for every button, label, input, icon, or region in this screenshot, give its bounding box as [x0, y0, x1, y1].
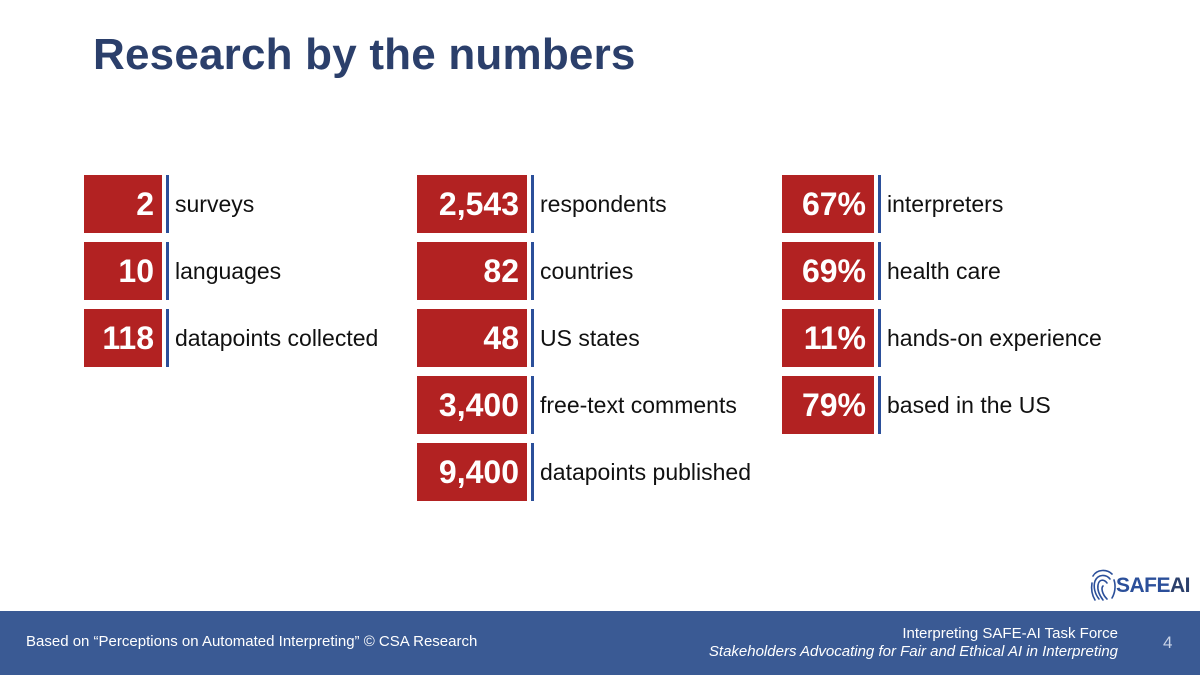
stat-label: US states [540, 324, 640, 351]
stat-value: 82 [417, 242, 527, 300]
stat-label: datapoints collected [175, 324, 379, 351]
logo-wordmark-safe: SAFE [1116, 574, 1171, 597]
stat-label: free-text comments [540, 391, 737, 418]
page-number: 4 [1163, 633, 1173, 652]
stat-divider [878, 175, 881, 233]
stat-divider [878, 309, 881, 367]
stat-value: 48 [417, 309, 527, 367]
stat-value: 69% [782, 242, 874, 300]
stat-item: 48 US states [417, 309, 751, 367]
logo-wordmark-ai: AI [1170, 574, 1191, 597]
stat-value: 67% [782, 175, 874, 233]
stat-item: 2,543 respondents [417, 175, 751, 233]
footer-bar: Based on “Perceptions on Automated Inter… [0, 611, 1200, 675]
stat-label: hands-on experience [887, 324, 1102, 351]
stat-divider [878, 242, 881, 300]
stat-value: 11% [782, 309, 874, 367]
stat-value: 118 [84, 309, 162, 367]
stats-column-1: 2 surveys 10 languages 118 datapoints co… [84, 175, 378, 376]
footer-organization: Interpreting SAFE-AI Task Force Stakehol… [709, 625, 1118, 661]
stat-divider [531, 175, 534, 233]
stat-label: based in the US [887, 391, 1051, 418]
stat-divider [531, 376, 534, 434]
logo-wordmark: SAFEAI [1116, 574, 1191, 598]
stat-divider [531, 443, 534, 501]
stat-value: 10 [84, 242, 162, 300]
stat-item: 10 languages [84, 242, 378, 300]
stat-label: datapoints published [540, 458, 751, 485]
fingerprint-icon [1090, 569, 1116, 601]
stat-divider [166, 175, 169, 233]
stat-label: languages [175, 257, 282, 284]
stat-label: respondents [540, 190, 667, 217]
footer-org-name: Interpreting SAFE-AI Task Force [902, 625, 1118, 642]
stat-divider [531, 242, 534, 300]
stat-value: 3,400 [417, 376, 527, 434]
stat-divider [878, 376, 881, 434]
safe-ai-logo: SAFEAI [1088, 563, 1196, 609]
stats-column-3: 67% interpreters 69% health care 11% han… [782, 175, 1102, 443]
stat-item: 79% based in the US [782, 376, 1102, 434]
stat-item: 3,400 free-text comments [417, 376, 751, 434]
stat-item: 118 datapoints collected [84, 309, 378, 367]
stat-item: 11% hands-on experience [782, 309, 1102, 367]
stat-item: 67% interpreters [782, 175, 1102, 233]
stat-item: 69% health care [782, 242, 1102, 300]
stat-value: 79% [782, 376, 874, 434]
stat-divider [166, 309, 169, 367]
footer-org-tagline: Stakeholders Advocating for Fair and Eth… [708, 643, 1118, 660]
stat-divider [166, 242, 169, 300]
stat-label: health care [887, 257, 1001, 284]
stat-item: 2 surveys [84, 175, 378, 233]
stat-divider [531, 309, 534, 367]
stat-label: surveys [175, 190, 255, 217]
stat-value: 2,543 [417, 175, 527, 233]
stat-item: 82 countries [417, 242, 751, 300]
page-title: Research by the numbers [93, 30, 636, 79]
stat-item: 9,400 datapoints published [417, 443, 751, 501]
stat-value: 9,400 [417, 443, 527, 501]
footer-source: Based on “Perceptions on Automated Inter… [26, 633, 478, 650]
stat-label: countries [540, 257, 634, 284]
stat-label: interpreters [887, 190, 1004, 217]
stats-column-2: 2,543 respondents 82 countries 48 US sta… [417, 175, 751, 510]
stat-value: 2 [84, 175, 162, 233]
